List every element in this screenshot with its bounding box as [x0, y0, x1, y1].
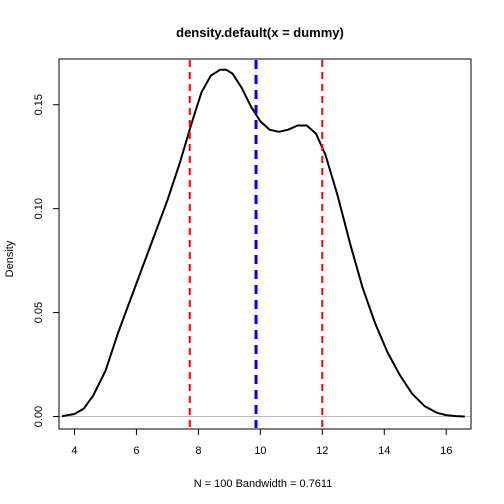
y-tick-label-1: 0.05: [33, 302, 45, 323]
y-tick-label-2: 0.10: [33, 198, 45, 219]
x-tick-label-2: 8: [195, 445, 201, 457]
x-axis-label: N = 100 Bandwidth = 0.7611: [194, 478, 333, 490]
x-tick-label-5: 14: [378, 445, 390, 457]
axes: 4 6 8 10 12 14 16 0.00 0.05 0.10 0.15: [33, 58, 472, 457]
density-curve-0: [61, 68, 465, 418]
x-tick-label-0: 4: [71, 445, 77, 457]
plot-area: [59, 60, 471, 428]
x-tick-label-3: 10: [254, 445, 266, 457]
chart-title: density.default(x = dummy): [176, 25, 344, 40]
x-tick-label-6: 16: [440, 445, 452, 457]
y-tick-label-3: 0.15: [33, 94, 45, 115]
x-tick-label-1: 6: [133, 445, 139, 457]
x-tick-label-4: 12: [316, 445, 328, 457]
y-tick-label-0: 0.00: [33, 406, 45, 427]
plot-frame: [58, 58, 472, 430]
y-axis-label: Density: [4, 240, 16, 277]
